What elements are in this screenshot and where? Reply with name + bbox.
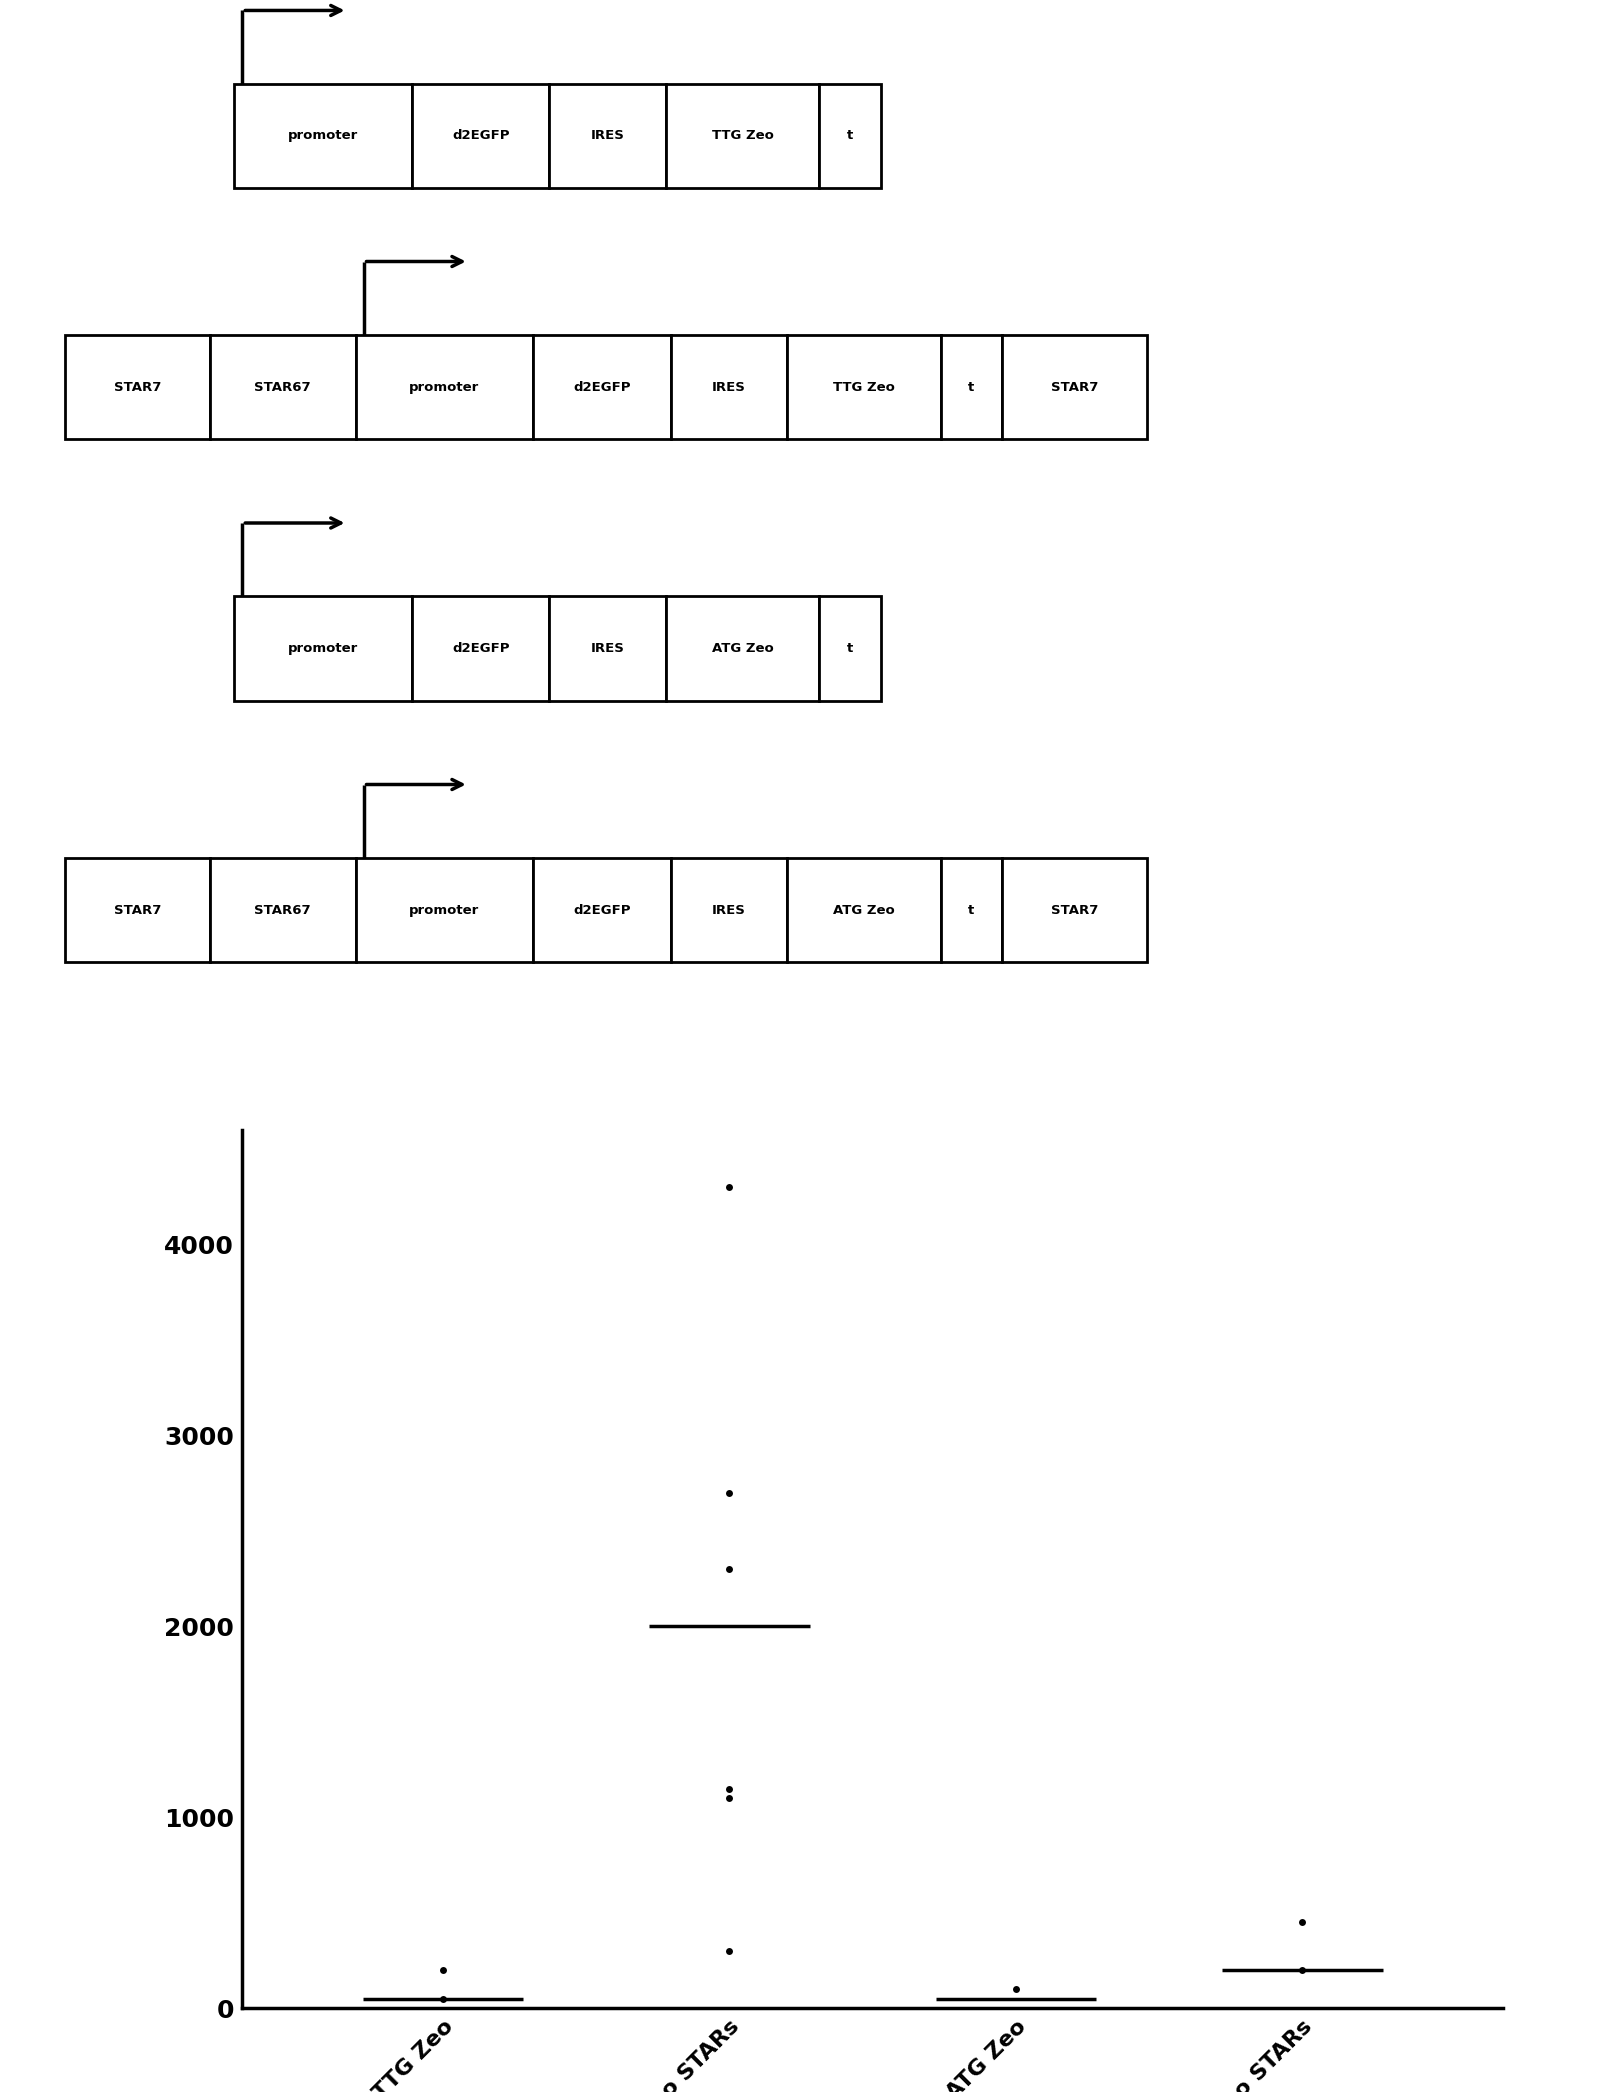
Text: t: t bbox=[847, 642, 853, 655]
Bar bbox=[1002, 335, 1147, 439]
Text: STAR7: STAR7 bbox=[1050, 381, 1099, 393]
Text: promoter: promoter bbox=[288, 130, 359, 142]
Text: STAR7: STAR7 bbox=[1050, 904, 1099, 916]
Bar bbox=[210, 858, 356, 962]
Bar bbox=[65, 858, 210, 962]
Text: IRES: IRES bbox=[591, 130, 624, 142]
Bar bbox=[533, 858, 671, 962]
Bar bbox=[671, 335, 787, 439]
Bar bbox=[234, 84, 412, 188]
Bar bbox=[412, 84, 549, 188]
Text: IRES: IRES bbox=[591, 642, 624, 655]
Bar bbox=[666, 84, 819, 188]
Text: promoter: promoter bbox=[288, 642, 359, 655]
Text: IRES: IRES bbox=[713, 381, 745, 393]
Bar bbox=[819, 84, 881, 188]
Bar bbox=[666, 596, 819, 701]
Text: IRES: IRES bbox=[713, 904, 745, 916]
Bar bbox=[65, 335, 210, 439]
Text: d2EGFP: d2EGFP bbox=[574, 381, 630, 393]
Text: TTG Zeo: TTG Zeo bbox=[711, 130, 774, 142]
Text: STAR67: STAR67 bbox=[254, 904, 312, 916]
Text: d2EGFP: d2EGFP bbox=[452, 130, 509, 142]
Bar bbox=[819, 596, 881, 701]
Bar bbox=[412, 596, 549, 701]
Bar bbox=[533, 335, 671, 439]
Bar bbox=[356, 335, 533, 439]
Text: ATG Zeo: ATG Zeo bbox=[832, 904, 895, 916]
Bar bbox=[1002, 858, 1147, 962]
Bar bbox=[549, 84, 666, 188]
Text: d2EGFP: d2EGFP bbox=[574, 904, 630, 916]
Bar bbox=[941, 335, 1002, 439]
Bar bbox=[787, 335, 941, 439]
Bar bbox=[941, 858, 1002, 962]
Text: STAR67: STAR67 bbox=[254, 381, 312, 393]
Bar bbox=[787, 858, 941, 962]
Text: t: t bbox=[847, 130, 853, 142]
Text: t: t bbox=[968, 904, 974, 916]
Bar bbox=[210, 335, 356, 439]
Text: promoter: promoter bbox=[409, 904, 480, 916]
Text: STAR7: STAR7 bbox=[113, 381, 162, 393]
Text: t: t bbox=[968, 381, 974, 393]
Text: TTG Zeo: TTG Zeo bbox=[832, 381, 895, 393]
Text: promoter: promoter bbox=[409, 381, 480, 393]
Bar bbox=[549, 596, 666, 701]
Bar bbox=[234, 596, 412, 701]
Bar bbox=[671, 858, 787, 962]
Text: ATG Zeo: ATG Zeo bbox=[711, 642, 774, 655]
Text: STAR7: STAR7 bbox=[113, 904, 162, 916]
Bar bbox=[356, 858, 533, 962]
Text: d2EGFP: d2EGFP bbox=[452, 642, 509, 655]
